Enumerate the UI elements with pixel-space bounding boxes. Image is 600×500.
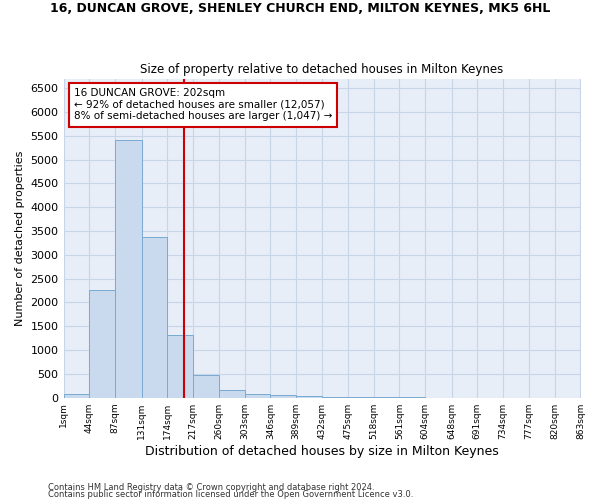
Text: 16 DUNCAN GROVE: 202sqm
← 92% of detached houses are smaller (12,057)
8% of semi: 16 DUNCAN GROVE: 202sqm ← 92% of detache… <box>74 88 332 122</box>
Bar <box>322 397 348 398</box>
Bar <box>115 140 142 398</box>
X-axis label: Distribution of detached houses by size in Milton Keynes: Distribution of detached houses by size … <box>145 444 499 458</box>
Y-axis label: Number of detached properties: Number of detached properties <box>15 150 25 326</box>
Bar <box>193 376 219 398</box>
Bar <box>142 236 167 398</box>
Bar <box>296 396 322 398</box>
Bar <box>89 290 115 398</box>
Bar <box>271 395 296 398</box>
Bar <box>348 397 374 398</box>
Bar <box>167 335 193 398</box>
Text: Contains HM Land Registry data © Crown copyright and database right 2024.: Contains HM Land Registry data © Crown c… <box>48 484 374 492</box>
Text: 16, DUNCAN GROVE, SHENLEY CHURCH END, MILTON KEYNES, MK5 6HL: 16, DUNCAN GROVE, SHENLEY CHURCH END, MI… <box>50 2 550 16</box>
Title: Size of property relative to detached houses in Milton Keynes: Size of property relative to detached ho… <box>140 63 503 76</box>
Bar <box>64 394 89 398</box>
Text: Contains public sector information licensed under the Open Government Licence v3: Contains public sector information licen… <box>48 490 413 499</box>
Bar <box>245 394 271 398</box>
Bar <box>219 390 245 398</box>
